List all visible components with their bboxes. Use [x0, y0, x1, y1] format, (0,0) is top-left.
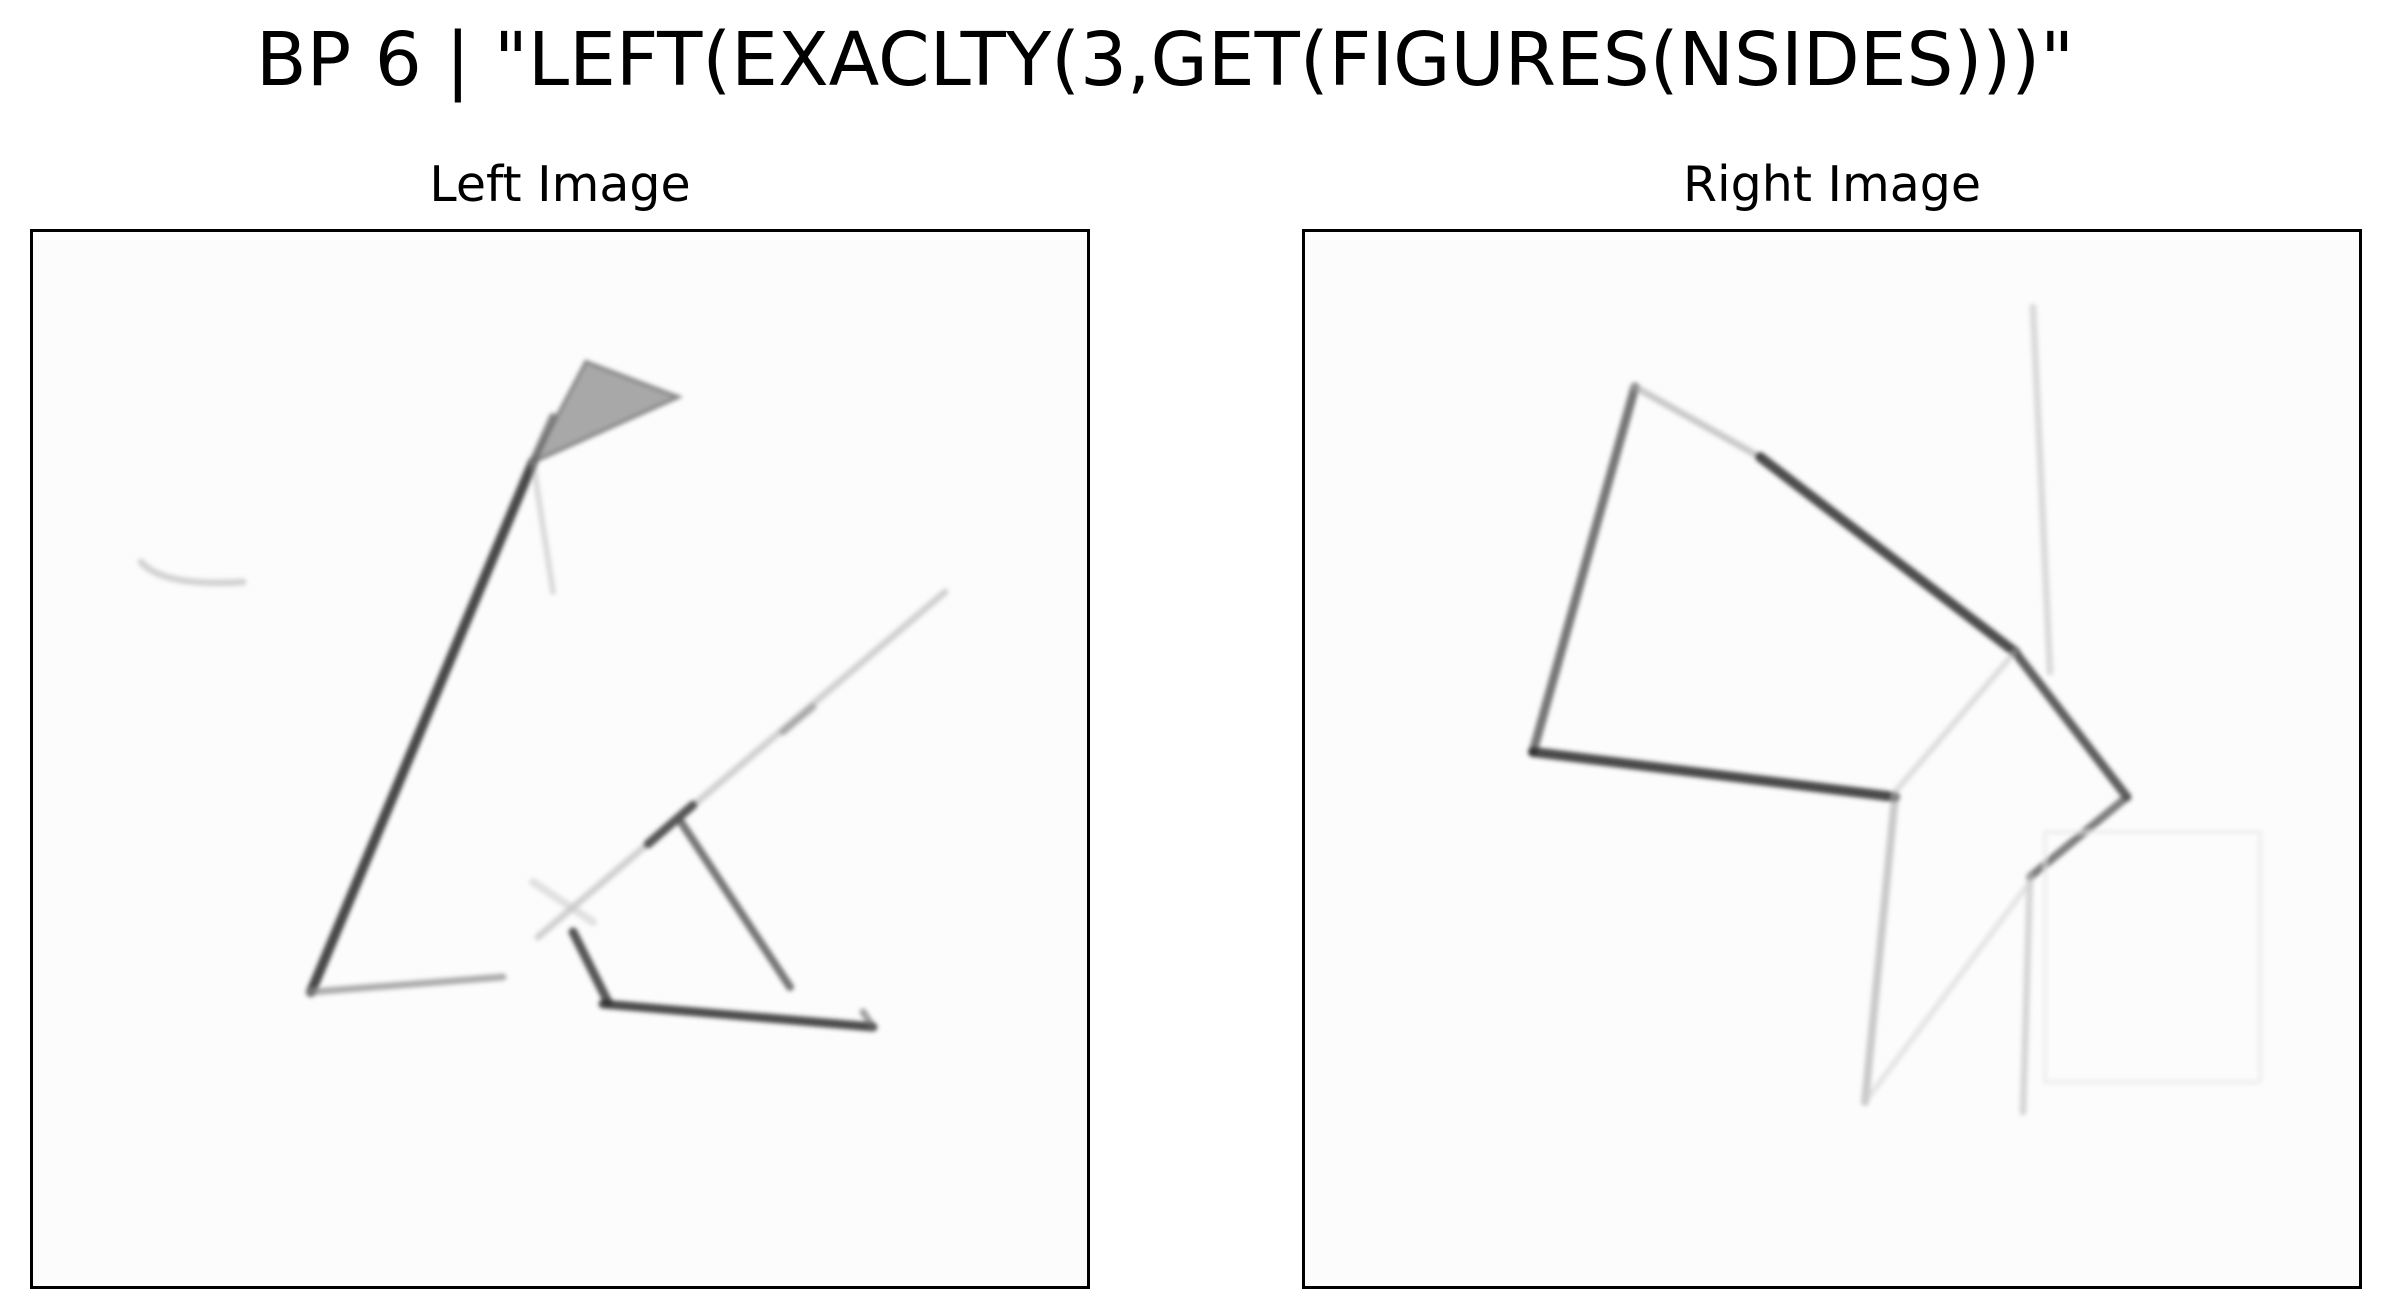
right-lower-stroke	[1861, 793, 1899, 1106]
left-triangle-edge-a	[677, 818, 794, 991]
left-triangle-edge-b	[568, 927, 613, 1007]
right-quad-left-edge	[1528, 382, 1640, 757]
left-triangle-edge-c	[598, 999, 878, 1032]
right-image-drawing	[1305, 232, 2359, 1286]
figure-title: BP 6 | "LEFT(EXACLTY(3,GET(FIGURES(NSIDE…	[255, 17, 2075, 103]
right-zigzag-a	[2010, 647, 2132, 802]
right-image-title: Right Image	[1682, 156, 1982, 213]
left-small-triangle	[528, 359, 684, 467]
left-image-drawing	[33, 232, 1087, 1286]
right-image-panel	[1302, 229, 2362, 1289]
right-quad-top-edge	[1755, 452, 2020, 657]
left-faint-stroke	[137, 558, 247, 587]
left-bottom-stroke	[307, 973, 507, 996]
right-faint-vertical	[2029, 303, 2054, 676]
left-diagonal-line	[534, 588, 949, 941]
left-image-panel	[30, 229, 1090, 1289]
left-image-title: Left Image	[429, 156, 691, 213]
left-long-stroke	[306, 457, 538, 997]
right-quad-bottom-edge	[1528, 747, 1900, 802]
